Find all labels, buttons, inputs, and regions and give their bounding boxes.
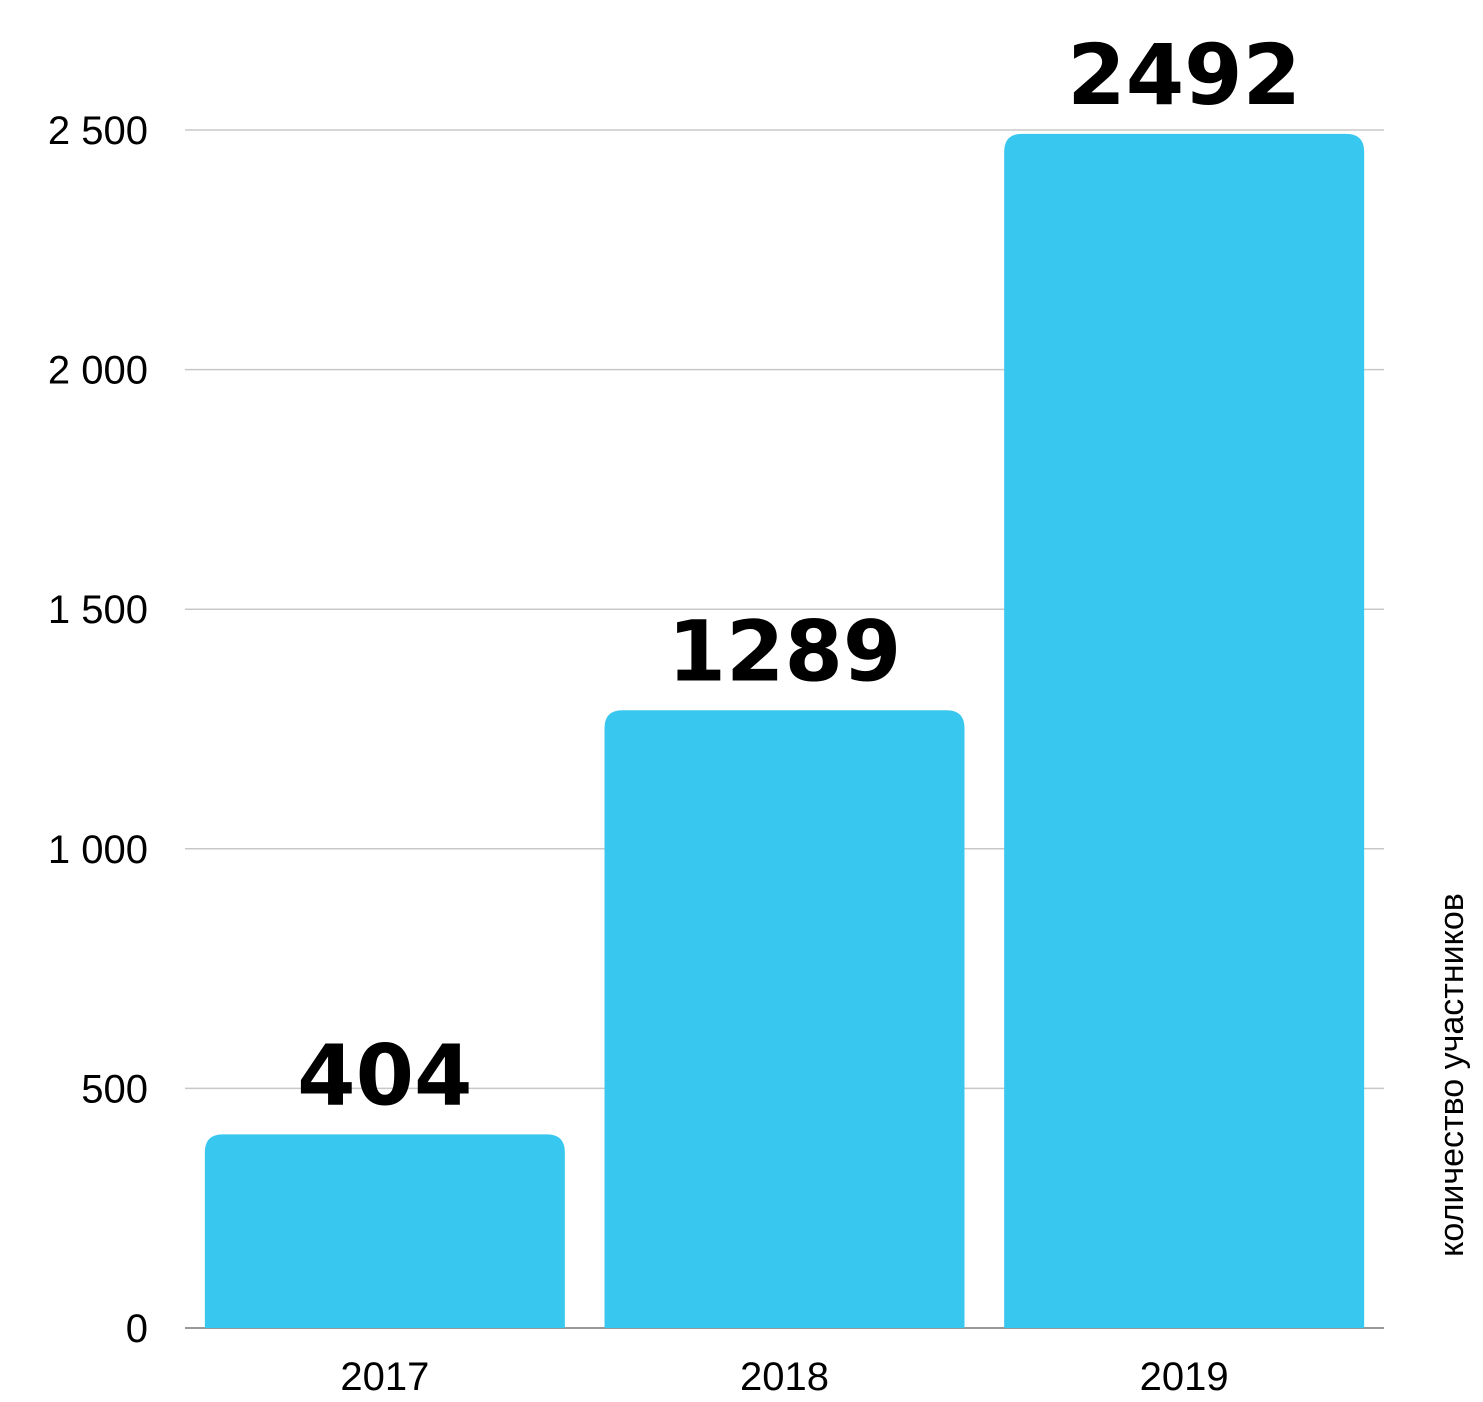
data-label-2018: 1289	[668, 602, 902, 700]
x-tick-label: 2017	[340, 1355, 429, 1399]
y-tick-label: 2 000	[48, 349, 148, 393]
x-axis-labels: 2017 2018 2019	[340, 1355, 1228, 1399]
y-axis-title: количество участников	[1433, 893, 1471, 1257]
bar-2019	[1004, 133, 1365, 1328]
bars	[204, 133, 1365, 1328]
y-axis-ticks: 0 500 1 000 1 500 2 000 2 500	[48, 109, 148, 1351]
data-label-2019: 2492	[1067, 26, 1301, 124]
x-tick-label: 2019	[1140, 1355, 1229, 1399]
data-labels: 404 1289 2492	[297, 26, 1301, 1125]
y-tick-label: 1 500	[48, 588, 148, 632]
y-tick-label: 500	[81, 1067, 148, 1111]
y-tick-label: 1 000	[48, 828, 148, 872]
data-label-2017: 404	[297, 1026, 472, 1124]
bar-2017	[204, 1134, 565, 1328]
y-tick-label: 0	[126, 1307, 148, 1351]
x-tick-label: 2018	[740, 1355, 829, 1399]
bar-2018	[604, 710, 965, 1328]
y-tick-label: 2 500	[48, 109, 148, 153]
